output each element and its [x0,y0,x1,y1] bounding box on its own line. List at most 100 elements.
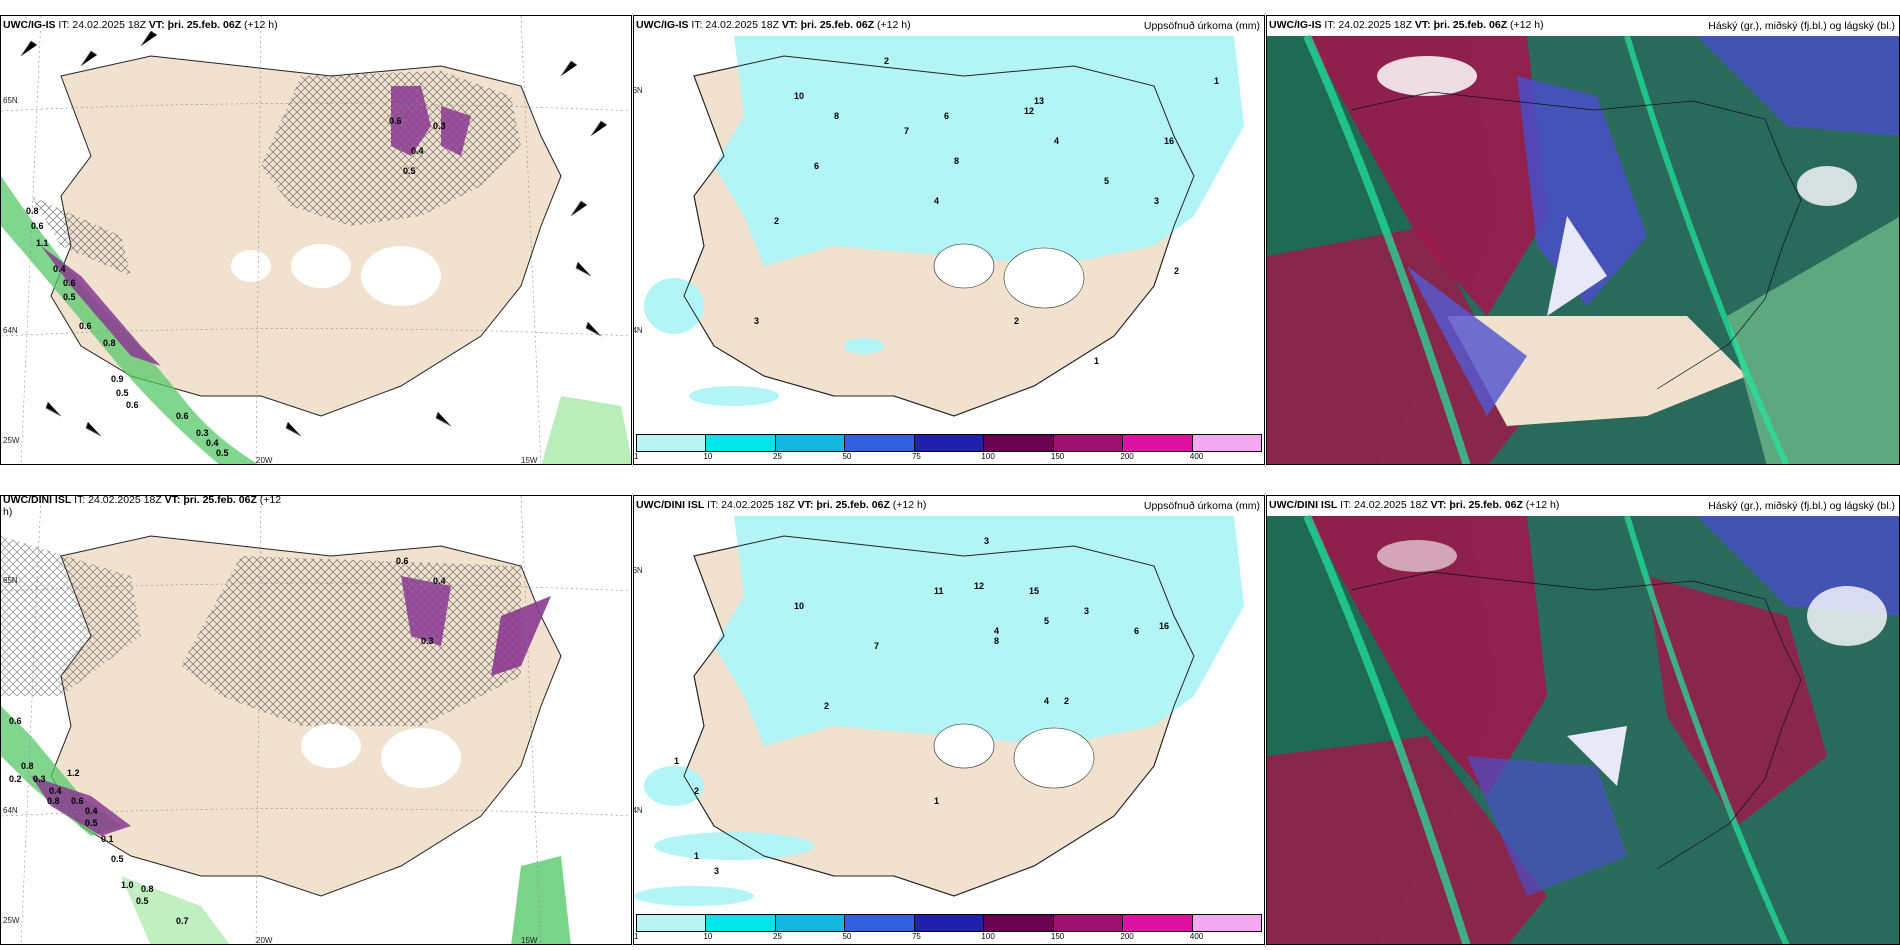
value-label: 0.8 [26,206,39,216]
legend-tick: 1 [634,452,639,461]
value-label: 0.5 [216,448,229,458]
wind-barb-map [1,496,631,944]
value-label: 0.4 [411,146,424,156]
value-label: 0.4 [433,576,446,586]
legend-swatch [1192,915,1261,931]
panel-clouds-bottom[interactable]: UWC/DINI ISL IT: 24.02.2025 18Z VT: þri.… [1266,495,1900,945]
legend-swatch [775,435,846,451]
value-label: 0.8 [21,761,34,771]
panel-wind-ice-top[interactable]: UWC/IG-IS IT: 24.02.2025 18Z VT: þri. 25… [0,15,632,465]
value-label: 8 [954,156,960,166]
panel-wind-ice-bottom[interactable]: UWC/DINI ISL IT: 24.02.2025 18Z VT: þri.… [0,495,632,945]
value-label: 5 [1044,616,1050,626]
precip-legend: 1 10 25 50 75 100 150 200 400 [634,434,1262,462]
value-label: 10 [794,91,805,101]
lat-label-66: 66N [633,566,643,575]
legend-ticks: 1 10 25 50 75 100 150 200 400 [634,932,1262,942]
precip-legend: 1 10 25 50 75 100 150 200 400 [634,914,1262,942]
legend-swatch [775,915,846,931]
lon-label-25w: 25W [3,436,20,445]
panel-title: UWC/DINI ISL IT: 24.02.2025 18Z VT: þri.… [636,499,927,511]
value-label: 2 [774,216,780,226]
value-label: 1 [934,796,940,806]
value-label: 1 [694,851,700,861]
value-label: 0.6 [9,716,22,726]
value-label: 0.6 [126,400,139,410]
value-label: 1.1 [36,238,49,248]
value-label: 7 [874,641,880,651]
value-label: 0.2 [9,774,22,784]
lon-label-15w: 15W [521,456,538,465]
value-label: 0.4 [53,264,66,274]
value-label: 7 [904,126,910,136]
panel-precip-bottom[interactable]: UWC/DINI ISL IT: 24.02.2025 18Z VT: þri.… [633,495,1265,945]
legend-tick: 25 [772,932,782,941]
value-label: 2 [884,56,890,66]
value-label: 0.6 [389,116,402,126]
legend-swatch [1123,435,1193,451]
value-label: 6 [1134,626,1140,636]
legend-tick: 400 [1189,932,1204,941]
precip-map [634,516,1244,906]
value-label: 0.8 [47,796,60,806]
value-label: 12 [974,581,985,591]
legend-swatch [914,915,985,931]
legend-swatch [845,915,915,931]
lon-label-20w: 20W [256,936,273,945]
cloud-map [1267,514,1899,944]
value-label: 12 [1024,106,1035,116]
value-label: 4 [1054,136,1060,146]
legend-swatch [706,915,776,931]
precip-map [644,36,1244,417]
lat-label-65: 65N [3,576,18,585]
cloud-map [1267,34,1899,464]
value-label: 0.6 [31,221,44,231]
value-label: 0.9 [111,374,124,384]
value-label: 0.6 [176,411,189,421]
panel-precip-top[interactable]: UWC/IG-IS IT: 24.02.2025 18Z VT: þri. 25… [633,15,1265,465]
value-label: 0.6 [63,278,76,288]
legend-swatch [1053,435,1124,451]
value-label: 0.7 [176,916,189,926]
value-label: 1.0 [121,880,134,890]
field-title: Uppsöfnuð úrkoma (mm) [1143,20,1260,32]
value-label: 0.6 [396,556,409,566]
value-label: 2 [1064,696,1070,706]
legend-swatch [845,435,915,451]
value-label: 8 [834,111,840,121]
value-label: 1.2 [67,768,80,778]
field-title: Háský (gr.), miðský (fj.bl.) og lágský (… [1708,500,1895,512]
value-label: 3 [714,866,720,876]
value-label: 1 [1214,76,1220,86]
value-label: 5 [1104,176,1110,186]
value-label: 2 [1014,316,1020,326]
legend-ticks: 1 10 25 50 75 100 150 200 400 [634,452,1262,462]
legend-tick: 400 [1189,452,1204,461]
legend-tick: 75 [911,932,921,941]
value-label: 0.5 [63,292,76,302]
legend-swatch [914,435,985,451]
panel-title: UWC/IG-IS IT: 24.02.2025 18Z VT: þri. 25… [1269,19,1544,31]
lat-label-66: 66N [633,86,643,95]
panel-clouds-top[interactable]: UWC/IG-IS IT: 24.02.2025 18Z VT: þri. 25… [1266,15,1900,465]
value-label: 8 [994,636,1000,646]
value-label: 0.4 [49,786,62,796]
legend-tick: 100 [981,932,995,941]
wind-barb-map [1,16,631,464]
precip-labels: 3 10 11 12 15 7 16 4 5 3 6 2 1 8 2 1 2 1 3 4 [634,496,1264,944]
lon-label-20w: 20W [256,456,273,465]
legend-tick: 50 [842,452,852,461]
field-title: Uppsöfnuð úrkoma (mm) [1143,500,1260,512]
legend-tick: 200 [1120,932,1134,941]
lat-label-65: 65N [3,96,18,105]
legend-swatch [706,435,776,451]
value-label: 3 [1154,196,1160,206]
value-label: 10 [794,601,805,611]
legend-swatch [637,915,707,931]
value-label: 11 [934,586,944,596]
lat-label-64: 64N [633,326,643,335]
legend-tick: 100 [981,452,995,461]
legend-swatch [984,435,1054,451]
value-label: 0.6 [71,796,84,806]
legend-swatch [637,435,707,451]
